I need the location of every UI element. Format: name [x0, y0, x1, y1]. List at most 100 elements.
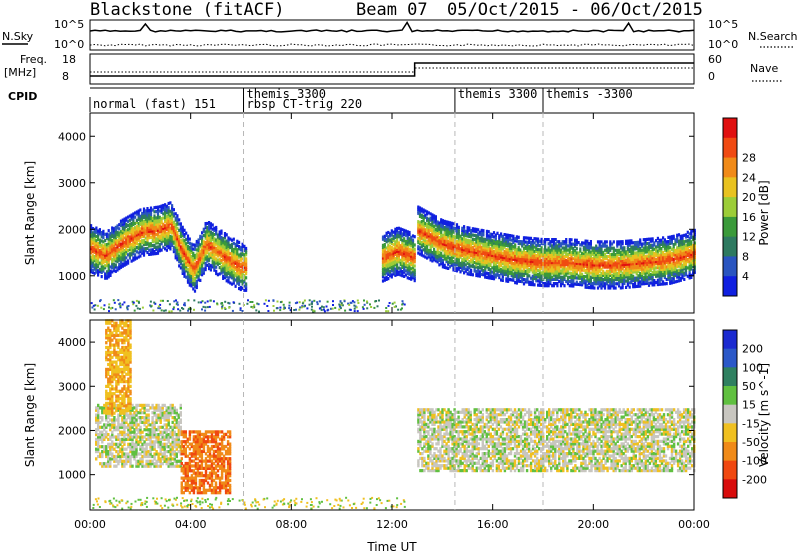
power-cell — [389, 263, 392, 267]
power-cell — [199, 270, 202, 274]
power-cell — [455, 235, 459, 239]
power-cell — [222, 247, 225, 251]
power-cell — [114, 238, 117, 242]
power-cell — [496, 273, 499, 277]
power-cell — [616, 252, 619, 257]
power-cell — [243, 257, 246, 261]
power-cell — [616, 271, 619, 275]
power-cell — [433, 243, 436, 247]
power-cell — [579, 264, 582, 268]
power-cell — [91, 254, 94, 258]
power-cell — [628, 285, 631, 289]
power-cell — [501, 234, 504, 238]
power-cell — [677, 258, 681, 262]
power-cell — [596, 271, 600, 275]
power-cell — [574, 267, 577, 272]
power-cell — [544, 273, 547, 277]
power-cell — [193, 279, 197, 283]
power-cell — [139, 254, 142, 258]
power-cell — [197, 244, 200, 248]
power-cell — [434, 257, 437, 261]
power-cell — [630, 268, 633, 272]
power-cell — [158, 228, 161, 232]
power-cell — [144, 213, 147, 217]
power-cell — [241, 265, 244, 269]
power-cell — [135, 235, 138, 239]
power-cell — [459, 249, 462, 253]
power-cell — [540, 277, 543, 281]
power-cell — [245, 284, 248, 288]
power-cell — [485, 275, 489, 279]
power-cell — [531, 241, 534, 245]
power-cell — [112, 229, 116, 233]
power-cell — [385, 233, 388, 237]
power-cell — [512, 264, 515, 268]
power-cell — [491, 241, 494, 245]
power-cell — [102, 244, 105, 248]
power-cell — [558, 271, 561, 275]
power-cell — [485, 238, 489, 242]
power-cell — [485, 246, 489, 250]
power-cell — [584, 254, 587, 258]
power-cell — [206, 238, 209, 242]
power-cell — [505, 269, 508, 273]
power-cell — [234, 272, 237, 276]
power-cell — [623, 250, 626, 254]
power-cell — [199, 255, 202, 259]
power-cell — [526, 265, 529, 269]
power-cell — [450, 225, 453, 230]
power-cell — [404, 250, 407, 254]
power-cell — [171, 241, 174, 245]
power-cell — [496, 267, 499, 271]
power-cell — [470, 245, 473, 249]
power-cell — [394, 271, 397, 275]
power-cell — [491, 270, 494, 274]
power-cell — [104, 247, 107, 251]
power-cell — [575, 263, 578, 267]
power-cell — [684, 250, 688, 254]
power-cell — [426, 233, 429, 237]
power-cell — [95, 255, 98, 259]
power-cell — [464, 250, 467, 254]
power-cell — [625, 279, 628, 283]
power-cell — [387, 270, 390, 274]
power-cell — [591, 269, 594, 273]
power-cell — [589, 256, 592, 260]
power-cell — [681, 244, 684, 248]
power-cell — [238, 259, 241, 263]
power-cell — [424, 213, 427, 217]
power-cell — [669, 250, 672, 254]
power-cell — [591, 259, 594, 263]
power-cell — [503, 243, 506, 247]
power-cell — [618, 271, 621, 275]
power-cell — [505, 279, 508, 283]
power-cell — [510, 253, 513, 257]
power-cell — [639, 255, 642, 259]
power-cell — [220, 235, 223, 239]
power-cell — [144, 219, 147, 223]
power-cell — [510, 242, 513, 246]
power-cell — [448, 223, 452, 227]
power-cell — [529, 259, 533, 263]
power-cell — [552, 246, 555, 250]
power-cell — [630, 272, 633, 276]
power-cell — [593, 248, 596, 252]
power-cell — [114, 230, 117, 234]
power-cell — [461, 260, 464, 264]
power-cell — [633, 262, 637, 266]
power-cell — [480, 253, 483, 258]
power-cell — [559, 275, 563, 279]
power-cell — [505, 235, 508, 239]
power-cell — [107, 237, 110, 241]
power-cell — [463, 231, 466, 235]
power-cell — [403, 253, 406, 258]
power-cell — [635, 243, 638, 247]
power-cell — [524, 278, 527, 282]
power-cell — [635, 255, 638, 259]
power-cell — [229, 237, 232, 241]
power-cell — [429, 239, 432, 243]
power-cell — [123, 225, 126, 230]
power-cell — [596, 263, 600, 267]
power-cell — [535, 266, 538, 270]
power-cell — [102, 229, 105, 233]
